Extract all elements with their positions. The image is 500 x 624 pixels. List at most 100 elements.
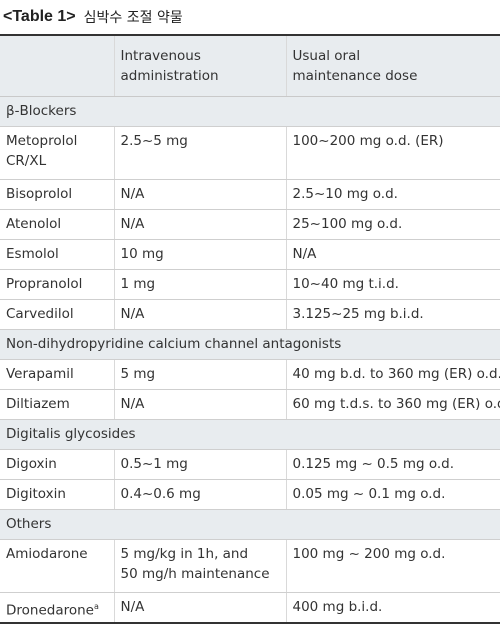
section-row: β-Blockers [0,97,500,127]
drug-name-cell: Atenolol [0,210,114,240]
section-row: Non-dihydropyridine calcium channel anta… [0,330,500,360]
oral-dose-cell: 2.5~10 mg o.d. [286,180,500,210]
drug-name: Diltiazem [6,394,114,414]
drug-name-cell: Verapamil [0,360,114,390]
oral-dose-cell: 100 mg ~ 200 mg o.d. [286,540,500,593]
drug-name: Digoxin [6,454,114,474]
table-label: <Table 1> [3,8,76,26]
drug-name-text: Diltiazem [6,396,70,412]
drug-name: Esmolol [6,244,114,264]
iv-dose: 5 mg [121,364,286,384]
drug-name-line2: CR/XL [6,151,114,171]
drug-name: Bisoprolol [6,184,114,204]
oral-dose-cell: 0.125 mg ~ 0.5 mg o.d. [286,450,500,480]
drug-name-cell: Metoprolol CR/XL [0,127,114,180]
iv-dose-cell: N/A [114,593,286,624]
header-oral-line2: maintenance dose [293,66,500,86]
drug-name-text: Verapamil [6,366,74,382]
oral-dose-cell: 100~200 mg o.d. (ER) [286,127,500,180]
oral-dose-cell: 0.05 mg ~ 0.1 mg o.d. [286,480,500,510]
drug-name-text: Esmolol [6,246,59,262]
drug-name-cell: Carvedilol [0,300,114,330]
iv-dose: N/A [121,597,286,617]
table-row: Atenolol N/A 25~100 mg o.d. [0,210,500,240]
drug-name-text: Dronedarone [6,603,94,619]
drug-name-text: Bisoprolol [6,186,72,202]
oral-dose-cell: 400 mg b.i.d. [286,593,500,624]
oral-dose: 3.125~25 mg b.i.d. [293,304,500,324]
oral-dose: 0.05 mg ~ 0.1 mg o.d. [293,484,500,504]
oral-dose-cell: 40 mg b.d. to 360 mg (ER) o.d. [286,360,500,390]
drug-name-text: Digoxin [6,456,57,472]
drug-name-cell: Amiodarone [0,540,114,593]
table-row: Esmolol 10 mg N/A [0,240,500,270]
oral-dose: 400 mg b.i.d. [293,597,500,617]
oral-dose-cell: 3.125~25 mg b.i.d. [286,300,500,330]
iv-dose: N/A [121,304,286,324]
oral-dose: 100 mg ~ 200 mg o.d. [293,544,500,564]
oral-dose-cell: N/A [286,240,500,270]
table-row: Dronedaronea N/A 400 mg b.i.d. [0,593,500,624]
oral-dose: N/A [293,244,500,264]
section-heading: β-Blockers [0,97,500,127]
drug-name: Verapamil [6,364,114,384]
iv-dose: 2.5~5 mg [121,131,286,151]
drug-name-cell: Digitoxin [0,480,114,510]
drug-name: Amiodarone [6,544,114,564]
oral-dose: 60 mg t.d.s. to 360 mg (ER) o.d. [293,394,500,414]
section-heading: Others [0,510,500,540]
iv-dose-cell: 10 mg [114,240,286,270]
document: <Table 1> 심박수 조절 약물 Intravenous administ… [0,0,500,610]
header-drug-cell [0,35,114,97]
iv-dose-cell: 0.5~1 mg [114,450,286,480]
oral-dose: 10~40 mg t.i.d. [293,274,500,294]
drug-name: Carvedilol [6,304,114,324]
iv-dose: N/A [121,394,286,414]
iv-dose: 0.5~1 mg [121,454,286,474]
drug-name: Digitoxin [6,484,114,504]
iv-dose: 10 mg [121,244,286,264]
drug-name: Propranolol [6,274,114,294]
oral-dose-cell: 25~100 mg o.d. [286,210,500,240]
iv-dose-cell: 5 mg [114,360,286,390]
drug-name-text: Amiodarone [6,546,88,562]
table-row: Propranolol 1 mg 10~40 mg t.i.d. [0,270,500,300]
oral-dose: 25~100 mg o.d. [293,214,500,234]
iv-dose: N/A [121,214,286,234]
iv-dose-cell: N/A [114,210,286,240]
iv-dose-cell: 0.4~0.6 mg [114,480,286,510]
iv-dose: 5 mg/kg in 1h, and [121,544,286,564]
oral-dose-cell: 10~40 mg t.i.d. [286,270,500,300]
oral-dose: 2.5~10 mg o.d. [293,184,500,204]
table-row: Diltiazem N/A 60 mg t.d.s. to 360 mg (ER) … [0,390,500,420]
drug-name: Dronedaronea [6,597,114,621]
drug-name-text: Atenolol [6,216,61,232]
header-iv-line2: administration [121,66,286,86]
drug-name-text: Carvedilol [6,306,74,322]
drug-name-cell: Bisoprolol [0,180,114,210]
drug-name-cell: Diltiazem [0,390,114,420]
section-row: Others [0,510,500,540]
rate-control-drug-table: Intravenous administration Usual oral ma… [0,34,500,624]
drug-name: Atenolol [6,214,114,234]
drug-name-cell: Propranolol [0,270,114,300]
table-title: 심박수 조절 약물 [84,7,183,27]
iv-dose: 1 mg [121,274,286,294]
table-header-row: Intravenous administration Usual oral ma… [0,35,500,97]
table-caption: <Table 1> 심박수 조절 약물 [0,0,500,34]
iv-dose-cell: N/A [114,180,286,210]
iv-dose-cell: 1 mg [114,270,286,300]
oral-dose-cell: 60 mg t.d.s. to 360 mg (ER) o.d. [286,390,500,420]
oral-dose: 0.125 mg ~ 0.5 mg o.d. [293,454,500,474]
iv-dose-line2: 50 mg/h maintenance [121,564,286,584]
drug-name-text: Metoprolol [6,133,77,149]
iv-dose-cell: N/A [114,390,286,420]
drug-name-text: Propranolol [6,276,82,292]
section-heading: Non-dihydropyridine calcium channel anta… [0,330,500,360]
iv-dose-cell: 2.5~5 mg [114,127,286,180]
